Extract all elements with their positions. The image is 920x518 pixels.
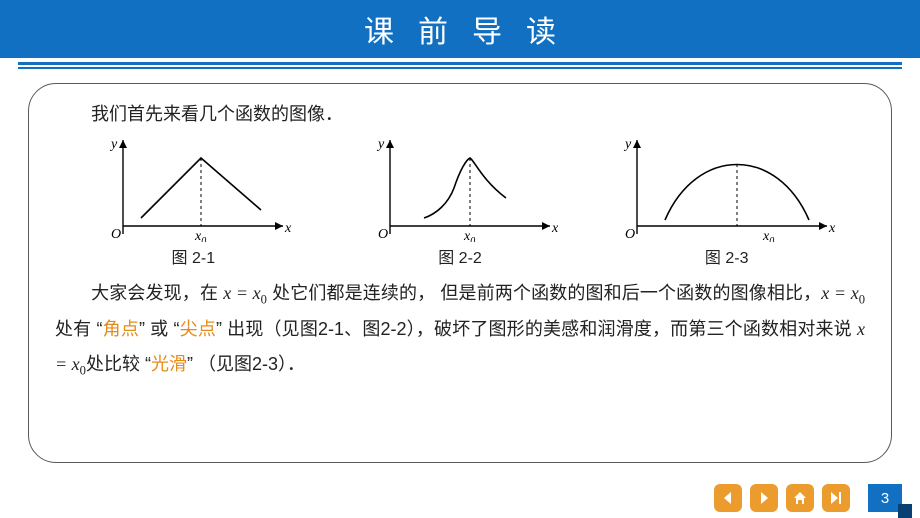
prev-button[interactable] [714,484,742,512]
x0-label: x0 [194,229,206,242]
footer-nav: 3 [714,484,902,512]
svg-text:y: y [623,137,632,152]
chevron-left-icon [721,491,735,505]
end-button[interactable] [822,484,850,512]
x-axis-label: x [284,221,292,236]
highlight-corner: 角点 [103,319,140,339]
svg-text:x: x [828,221,836,236]
figure-2-2-svg: x y O x0 [360,130,560,242]
svg-text:O: O [378,227,388,242]
figure-2-3-caption: 图 2-3 [598,244,855,268]
skip-end-icon [829,491,843,505]
slide-header: 课前导读 [0,0,920,58]
figure-2-1-caption: 图 2-1 [65,244,322,268]
figures-row: x y O x0 图 2-1 x [65,130,855,268]
y-axis-label: y [109,137,118,152]
figure-2-1-svg: x y O x0 [93,130,293,242]
intro-text: 我们首先来看几个函数的图像． [55,100,865,126]
svg-text:y: y [376,137,385,152]
next-button[interactable] [750,484,778,512]
header-divider-1 [18,62,902,65]
origin-label: O [111,227,121,242]
figure-2-2: x y O x0 图 2-2 [332,130,589,268]
home-button[interactable] [786,484,814,512]
figure-2-2-caption: 图 2-2 [332,244,589,268]
svg-text:x0: x0 [463,229,475,242]
home-icon [792,490,808,506]
figure-2-3: x y O x0 图 2-3 [598,130,855,268]
chevron-right-icon [757,491,771,505]
highlight-smooth: 光滑 [151,354,187,374]
figure-2-3-svg: x y O x0 [617,130,837,242]
figure-2-1: x y O x0 图 2-1 [65,130,322,268]
svg-text:O: O [625,227,635,242]
header-divider-2 [18,67,902,69]
main-paragraph: 大家会发现，在 x = x0 处它们都是连续的， 但是前两个函数的图和后一个函数… [55,276,865,383]
slide-title: 课前导读 [364,7,580,51]
svg-text:x0: x0 [762,229,774,242]
content-panel: 我们首先来看几个函数的图像． x y O x0 [28,83,892,463]
page-number: 3 [868,484,902,512]
svg-text:x: x [551,221,559,236]
highlight-cusp: 尖点 [180,319,217,339]
